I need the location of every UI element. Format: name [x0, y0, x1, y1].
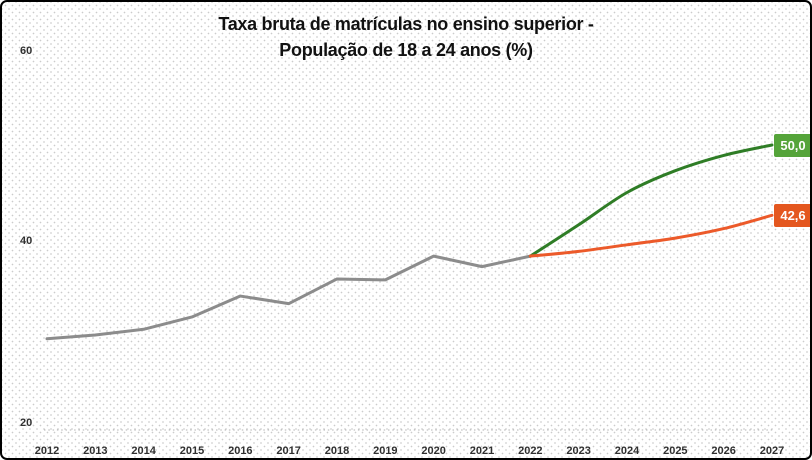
chart-title: Taxa bruta de matrículas no ensino super…	[2, 11, 810, 63]
x-tick-label-2021: 2021	[470, 445, 494, 457]
x-tick-label-2012: 2012	[35, 445, 59, 457]
x-tick-label-2025: 2025	[663, 445, 687, 457]
x-tick-label-2016: 2016	[228, 445, 252, 457]
x-tick-label-2017: 2017	[276, 445, 300, 457]
x-tick-label-2013: 2013	[83, 445, 107, 457]
x-tick-label-2022: 2022	[518, 445, 542, 457]
x-tick-label-2027: 2027	[760, 445, 784, 457]
y-tick-label-60: 60	[20, 45, 32, 57]
projection-value-label: 42,6	[774, 203, 810, 227]
x-tick-label-2019: 2019	[373, 445, 397, 457]
chart-title-line2: População de 18 a 24 anos (%)	[279, 40, 533, 60]
x-tick-label-2014: 2014	[131, 445, 156, 457]
x-tick-label-2024: 2024	[615, 445, 640, 457]
series-projecao-tendencia-line	[528, 213, 774, 258]
y-tick-label-20: 20	[20, 417, 32, 429]
x-tick-label-2023: 2023	[566, 445, 590, 457]
series-meta-pne-line	[528, 143, 774, 258]
target-value-label: 50,0	[774, 133, 810, 157]
x-tick-label-2015: 2015	[180, 445, 204, 457]
series-serie-historica-line	[45, 254, 532, 341]
x-tick-label-2026: 2026	[711, 445, 735, 457]
x-tick-label-2020: 2020	[421, 445, 445, 457]
y-tick-label-40: 40	[20, 235, 32, 247]
chart-title-line1: Taxa bruta de matrículas no ensino super…	[218, 14, 594, 34]
x-tick-label-2018: 2018	[325, 445, 349, 457]
